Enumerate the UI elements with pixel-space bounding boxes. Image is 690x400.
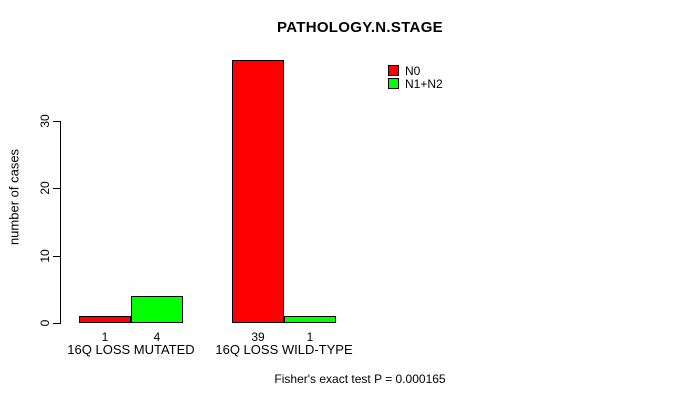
legend-row: N1+N2 [388,76,443,91]
y-tick-label: 0 [38,319,52,327]
legend-label: N0 [405,63,421,78]
chart-title: PATHOLOGY.N.STAGE [277,19,443,36]
legend-row: N0 [388,63,443,78]
y-axis-title: number of cases [6,148,22,246]
legend-label: N1+N2 [405,76,443,91]
bar [131,296,183,323]
fisher-test-annotation: Fisher's exact test P = 0.000165 [274,372,446,386]
category-label: 16Q LOSS MUTATED [67,342,195,357]
bar [79,316,131,323]
y-tick-mark [53,188,60,189]
y-tick-label: 20 [38,181,52,195]
legend-swatch [388,65,399,76]
y-tick-label: 30 [38,114,52,128]
legend-swatch [388,78,399,89]
legend: N0 N1+N2 [388,63,443,91]
y-tick-mark [53,323,60,324]
bar [284,316,336,323]
bar-value-label: 39 [251,330,265,344]
y-tick-mark [53,256,60,257]
category-label: 16Q LOSS WILD-TYPE [215,342,353,357]
y-tick-label: 10 [38,249,52,263]
bar-value-label: 1 [306,330,314,344]
bar [232,60,284,323]
y-axis-line [60,121,61,324]
bar-value-label: 4 [153,330,161,344]
bar-value-label: 1 [101,330,109,344]
y-tick-mark [53,121,60,122]
